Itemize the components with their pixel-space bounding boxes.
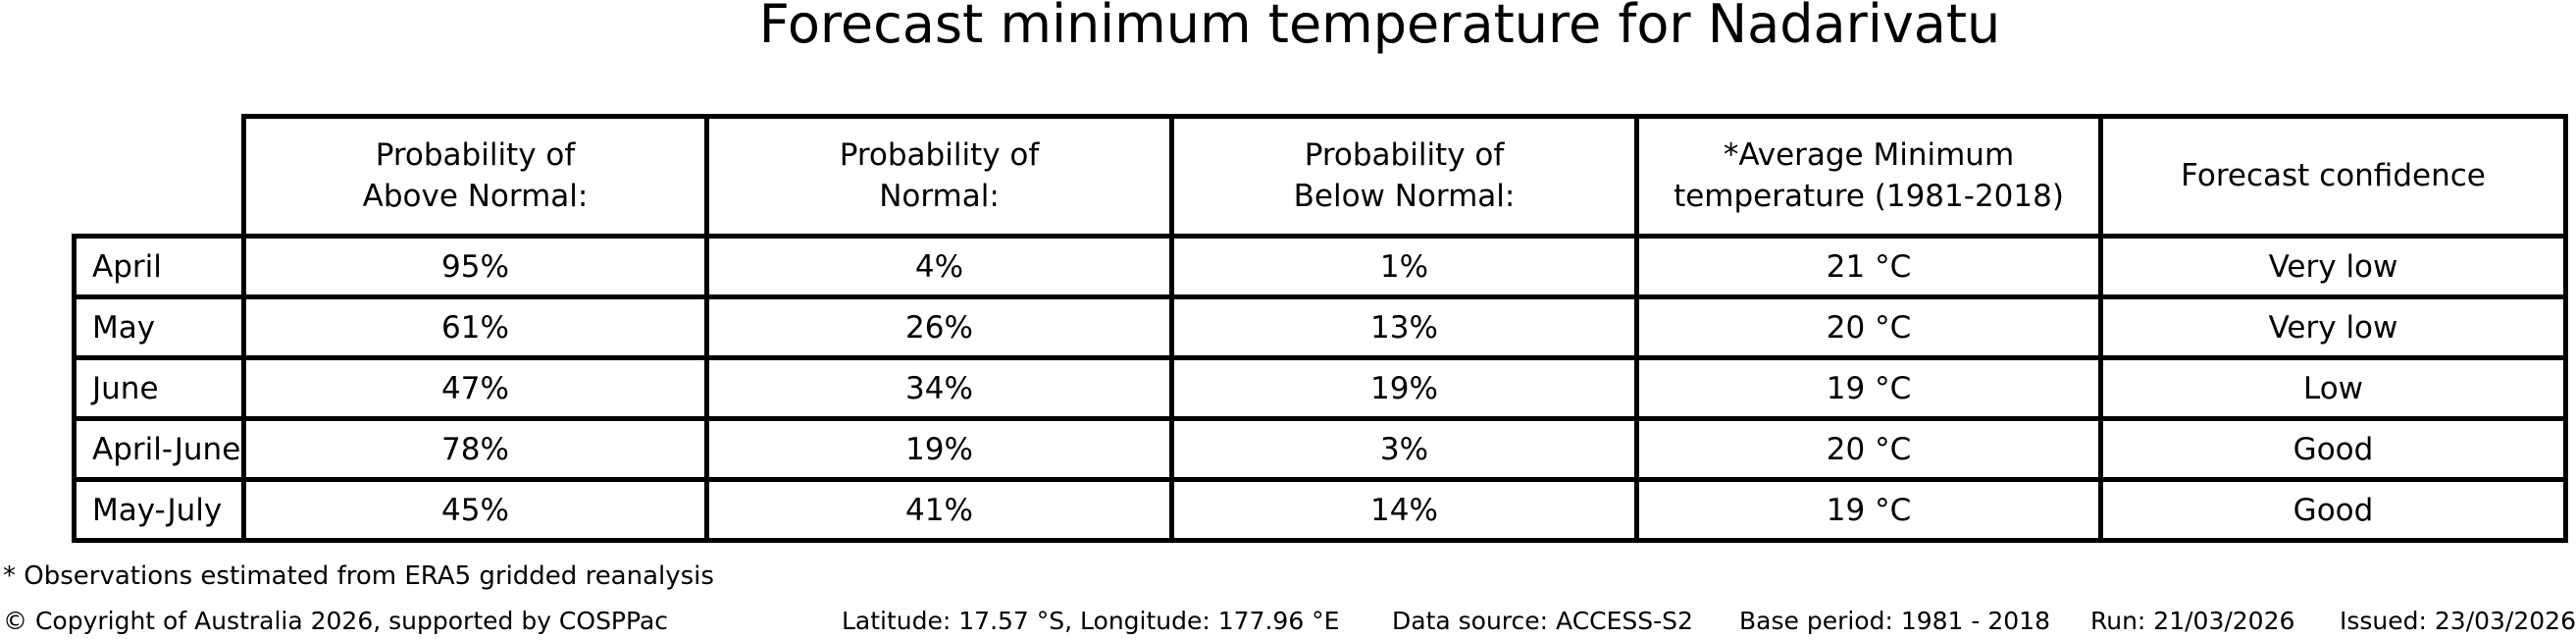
cell-normal: 4%	[704, 234, 1174, 299]
issued-date-text: Issued: 23/03/2026	[2340, 607, 2576, 635]
cell-normal: 34%	[704, 355, 1174, 421]
cell-above-normal: 47%	[241, 355, 709, 421]
cell-normal: 41%	[704, 477, 1174, 543]
run-date-text: Run: 21/03/2026	[2090, 607, 2295, 635]
cell-average-min-temp: 21 °C	[1634, 234, 2103, 299]
cell-above-normal: 45%	[241, 477, 709, 543]
latitude-longitude-text: Latitude: 17.57 °S, Longitude: 177.96 °E	[842, 607, 1340, 635]
forecast-table: Probability of Above Normal: Probability…	[72, 114, 2568, 543]
cell-average-min-temp: 20 °C	[1634, 416, 2103, 482]
cell-average-min-temp: 19 °C	[1634, 355, 2103, 421]
cell-below-normal: 13%	[1169, 294, 1639, 360]
corner-empty-cell	[75, 117, 244, 237]
row-label: April	[72, 234, 246, 299]
cell-above-normal: 78%	[241, 416, 709, 482]
cell-above-normal: 95%	[241, 234, 709, 299]
cell-below-normal: 19%	[1169, 355, 1639, 421]
cell-normal: 26%	[704, 294, 1174, 360]
table-header-row: Probability of Above Normal: Probability…	[75, 114, 2568, 239]
cell-below-normal: 14%	[1169, 477, 1639, 543]
row-label: April-June	[72, 416, 246, 482]
row-label: May-July	[72, 477, 246, 543]
page-title: Forecast minimum temperature for Nadariv…	[758, 0, 2001, 55]
table-row: April-June 78% 19% 3% 20 °C Good	[72, 416, 2568, 482]
cell-forecast-confidence: Very low	[2098, 294, 2568, 360]
cell-forecast-confidence: Good	[2098, 416, 2568, 482]
cell-below-normal: 1%	[1169, 234, 1639, 299]
cell-above-normal: 61%	[241, 294, 709, 360]
cell-forecast-confidence: Low	[2098, 355, 2568, 421]
cell-average-min-temp: 20 °C	[1634, 294, 2103, 360]
cell-below-normal: 3%	[1169, 416, 1639, 482]
cell-average-min-temp: 19 °C	[1634, 477, 2103, 543]
base-period-text: Base period: 1981 - 2018	[1739, 607, 2050, 635]
row-label: June	[72, 355, 246, 421]
table-row: June 47% 34% 19% 19 °C Low	[72, 355, 2568, 421]
observations-footnote: * Observations estimated from ERA5 gridd…	[3, 561, 714, 591]
column-header-forecast-confidence: Forecast confidence	[2098, 114, 2568, 239]
column-header-average-min-temp: *Average Minimum temperature (1981-2018)	[1634, 114, 2103, 239]
table-row: May 61% 26% 13% 20 °C Very low	[72, 294, 2568, 360]
column-header-above-normal: Probability of Above Normal:	[241, 114, 709, 239]
table-row: April 95% 4% 1% 21 °C Very low	[72, 234, 2568, 299]
copyright-text: © Copyright of Australia 2026, supported…	[3, 607, 669, 635]
column-header-below-normal: Probability of Below Normal:	[1169, 114, 1639, 239]
cell-normal: 19%	[704, 416, 1174, 482]
table-row: May-July 45% 41% 14% 19 °C Good	[72, 477, 2568, 543]
row-label: May	[72, 294, 246, 360]
column-header-normal: Probability of Normal:	[704, 114, 1174, 239]
cell-forecast-confidence: Very low	[2098, 234, 2568, 299]
data-source-text: Data source: ACCESS-S2	[1392, 607, 1693, 635]
cell-forecast-confidence: Good	[2098, 477, 2568, 543]
